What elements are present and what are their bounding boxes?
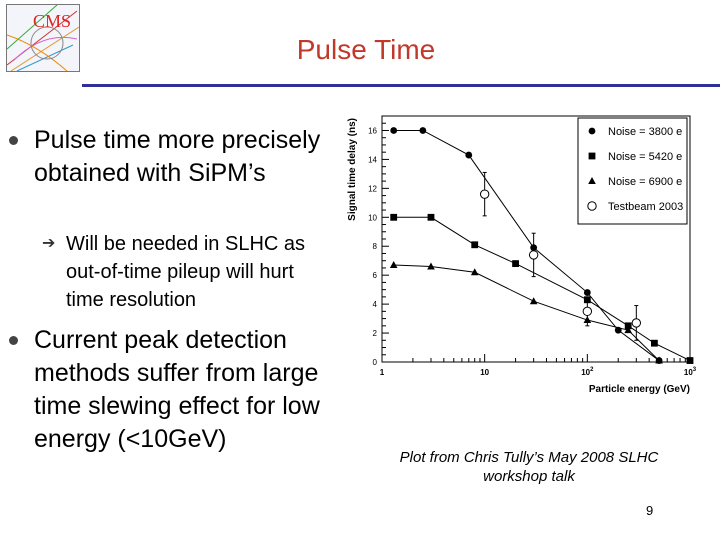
y-tick-label: 0: [373, 358, 378, 367]
series-line: [393, 264, 660, 361]
legend-entry: Testbeam 2003: [608, 201, 683, 213]
bullet-peak-detection: Current peak detection methods suffer fr…: [34, 326, 320, 453]
open-circle-marker: [631, 318, 642, 328]
triangle-marker: [529, 297, 538, 305]
triangle-marker: [389, 261, 398, 269]
bullet-dot: [9, 136, 18, 145]
circle-marker: [465, 151, 473, 159]
svg-text:CMS: CMS: [33, 11, 71, 31]
triangle-marker: [655, 356, 663, 364]
x-tick-exponent: 3: [693, 367, 697, 373]
cms-logo: CMS: [6, 4, 80, 72]
bullet-pulse-time: Pulse time more precisely obtained with …: [34, 126, 321, 187]
x-tick-exponent: 2: [590, 367, 594, 373]
y-tick-label: 12: [368, 184, 377, 193]
title-rule: [82, 84, 720, 87]
plot-caption: Plot from Chris Tully’s May 2008 SLHC wo…: [399, 449, 659, 485]
square-marker: [588, 152, 596, 160]
slide-title: Pulse Time: [296, 34, 436, 65]
open-circle-marker: [479, 189, 490, 199]
x-axis-label: Particle energy (GeV): [589, 384, 690, 395]
legend-entry: Noise = 5420 e: [608, 151, 682, 163]
x-tick-label: 102: [581, 367, 594, 377]
y-axis-label: Signal time delay (ns): [347, 118, 358, 221]
square-marker: [427, 213, 435, 221]
circle-marker: [419, 127, 427, 134]
circle-marker: [390, 127, 398, 134]
square-marker: [686, 357, 694, 364]
y-tick-label: 8: [373, 242, 378, 251]
square-marker: [650, 339, 658, 347]
triangle-marker: [624, 326, 632, 334]
x-tick-label: 1: [380, 368, 385, 377]
sub-bullet-slhc: Will be needed in SLHC as out-of-time pi…: [66, 233, 306, 311]
triangle-marker: [588, 177, 596, 184]
x-tick-label: 10: [480, 368, 489, 377]
x-tick-label: 103: [684, 367, 697, 377]
open-circle-marker: [582, 306, 593, 317]
page-number: 9: [646, 503, 654, 518]
series-line: [393, 216, 691, 362]
circle-marker: [583, 289, 591, 296]
triangle-marker: [427, 262, 435, 270]
bullet-dot: [9, 336, 18, 345]
triangle-marker: [470, 268, 479, 276]
legend-entry: Noise = 6900 e: [608, 176, 682, 188]
square-marker: [471, 241, 479, 249]
circle-marker: [588, 127, 596, 135]
square-marker: [512, 260, 519, 267]
arrow-bullet-icon: ➔: [42, 235, 56, 252]
y-tick-label: 6: [373, 271, 378, 280]
y-tick-label: 16: [368, 126, 377, 135]
y-tick-label: 2: [373, 329, 378, 338]
series-square: [390, 213, 694, 364]
y-tick-label: 4: [373, 300, 378, 309]
time-delay-chart: 0 2 4 6 8 10 12 14 16 1 10 102 103 Particle energy (G…: [347, 115, 697, 395]
series-triangle: [389, 261, 663, 364]
open-circle-marker: [587, 201, 597, 211]
y-tick-label: 10: [368, 213, 377, 222]
series-open-circle: [479, 171, 642, 341]
open-circle-marker: [528, 250, 539, 260]
square-marker: [624, 322, 632, 330]
y-tick-label: 14: [368, 155, 377, 164]
legend-entry: Noise = 3800 e: [608, 126, 682, 138]
square-marker: [390, 213, 398, 221]
